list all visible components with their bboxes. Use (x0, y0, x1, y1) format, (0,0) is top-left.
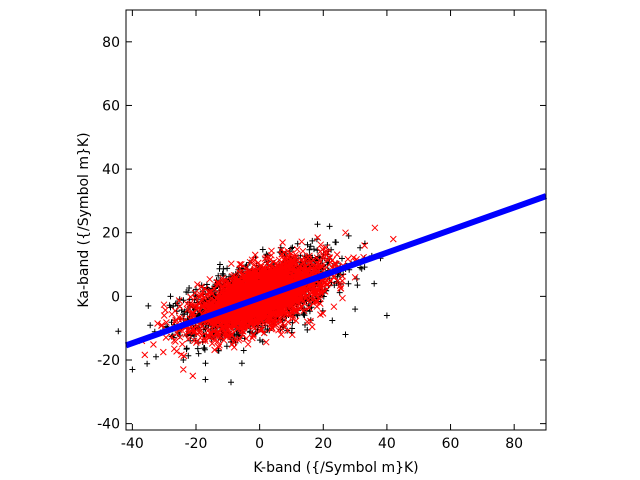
x-tick-label: 40 (378, 436, 396, 452)
x-tick-label: 20 (314, 436, 332, 452)
plot-frame (125, 9, 547, 431)
y-tick-label: 0 (111, 289, 120, 305)
x-tick-label: 80 (505, 436, 523, 452)
x-tick-label: 60 (442, 436, 460, 452)
fit-line-layer (124, 193, 548, 349)
y-tick-label: -20 (97, 353, 120, 369)
y-tick-label: 60 (102, 98, 120, 114)
x-axis-ticks: -40 -20 0 20 40 60 80 (121, 10, 523, 452)
x-axis-label: K-band ({/Symbol m}K) (253, 460, 418, 476)
x-tick-label: -20 (185, 436, 208, 452)
fit-line (124, 193, 548, 349)
x-tick-label: -40 (121, 436, 144, 452)
x-tick-label: 0 (255, 436, 264, 452)
y-tick-label: -40 (97, 417, 120, 433)
y-axis-ticks: -40 -20 0 20 40 60 80 (97, 35, 546, 433)
y-tick-label: 40 (102, 162, 120, 178)
y-tick-label: 80 (102, 35, 120, 51)
y-axis-label: Ka-band ({/Symbol m}K) (76, 132, 92, 307)
y-tick-label: 20 (102, 226, 120, 242)
